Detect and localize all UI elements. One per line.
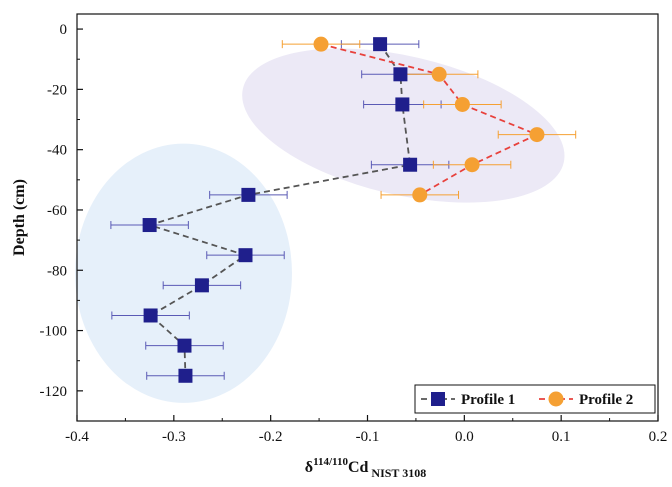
y-tick-label: -80 (47, 263, 67, 279)
data-markers (142, 36, 545, 383)
x-tick-label: -0.3 (162, 429, 186, 445)
series-line-2 (320, 43, 540, 196)
marker-square (177, 338, 192, 353)
marker-square (373, 37, 388, 52)
marker-square (403, 157, 418, 172)
x-tick-label: -0.2 (259, 429, 283, 445)
marker-square (241, 187, 256, 202)
tick-labels: -0.4 -0.3 -0.2 -0.1 0.0 0.1 0.2 0 -20 -40 -60 -80 -1… (40, 22, 668, 445)
legend-label-1: Profile 1 (461, 392, 515, 408)
marker-circle (412, 187, 428, 203)
marker-circle (313, 36, 329, 52)
marker-circle (464, 157, 480, 173)
shaded-region-1 (242, 48, 565, 203)
marker-circle (431, 66, 447, 82)
error-bars (110, 40, 577, 380)
x-axis-title: δ114/110Cd NIST 3108 (305, 456, 426, 480)
marker-square (393, 67, 408, 82)
marker-circle (454, 96, 470, 112)
marker-square (395, 97, 410, 112)
x-tick-label: 0.0 (455, 429, 474, 445)
marker-square (194, 278, 209, 293)
y-tick-label: 0 (60, 22, 68, 38)
marker-square (238, 248, 253, 263)
marker-square (142, 218, 157, 233)
x-axis-title-element: Cd (348, 459, 369, 476)
x-axis-title-subscript: NIST 3108 (368, 466, 426, 480)
x-axis-title-delta: δ (305, 459, 313, 476)
x-tick-label: 0.2 (649, 429, 668, 445)
x-axis-title-superscript: 114/110 (313, 456, 348, 468)
y-tick-label: -60 (47, 203, 67, 219)
legend-label-2: Profile 2 (579, 392, 633, 408)
legend-marker-square (431, 392, 445, 406)
shaded-regions (75, 48, 565, 403)
legend-marker-circle (548, 391, 564, 407)
y-tick-label: -100 (40, 324, 68, 340)
y-tick-label: -120 (40, 384, 68, 400)
marker-square (178, 368, 193, 383)
y-tick-label: -20 (47, 82, 67, 98)
shaded-region-2 (75, 143, 292, 403)
x-tick-label: 0.1 (552, 429, 571, 445)
x-tick-label: -0.1 (356, 429, 380, 445)
marker-circle (529, 127, 545, 143)
x-tick-label: -0.4 (65, 429, 89, 445)
plot-frame (76, 13, 659, 422)
legend: Profile 1 Profile 2 (414, 384, 656, 414)
marker-square (143, 308, 158, 323)
y-tick-label: -40 (47, 143, 67, 159)
y-axis-title: Depth (cm) (11, 179, 28, 256)
